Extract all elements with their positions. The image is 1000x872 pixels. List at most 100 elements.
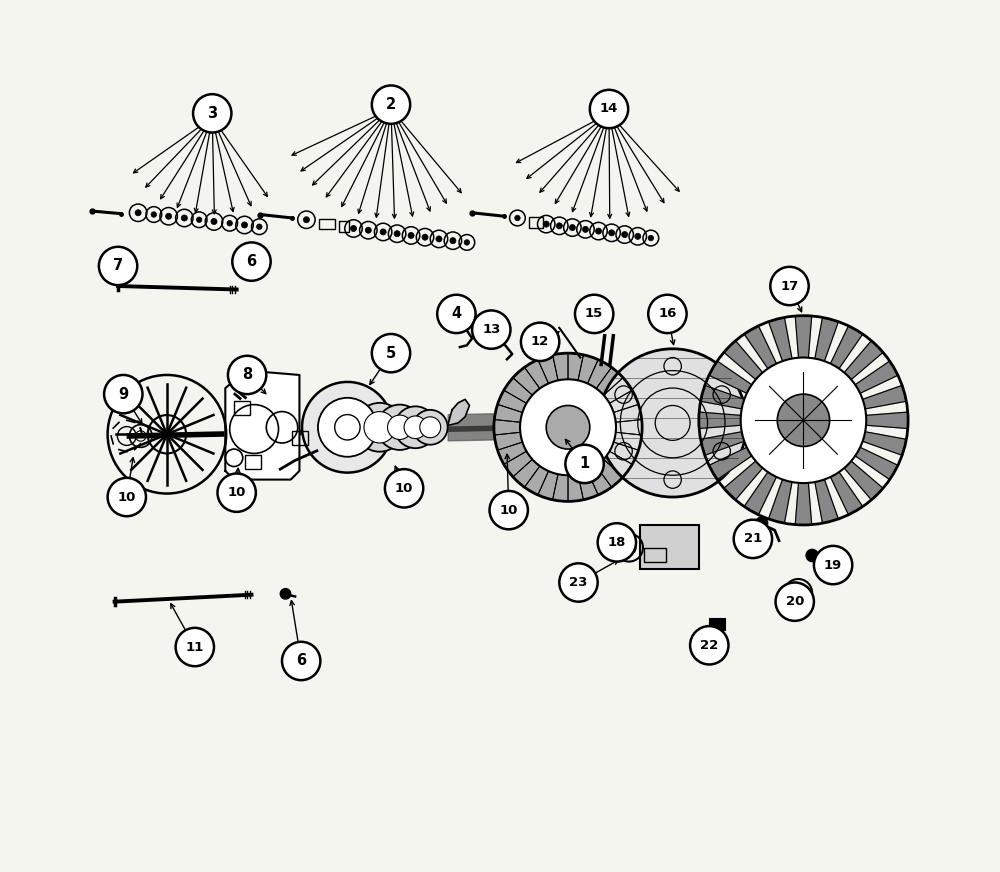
- Text: 9: 9: [118, 386, 128, 402]
- Circle shape: [196, 217, 202, 222]
- Polygon shape: [494, 405, 522, 422]
- Text: 5: 5: [386, 345, 396, 361]
- Circle shape: [590, 90, 628, 128]
- Polygon shape: [578, 355, 598, 384]
- Polygon shape: [863, 385, 906, 409]
- Circle shape: [394, 406, 436, 448]
- Circle shape: [569, 224, 575, 230]
- Circle shape: [303, 216, 309, 223]
- Circle shape: [151, 212, 157, 217]
- Polygon shape: [866, 412, 908, 428]
- Text: 4: 4: [451, 306, 461, 322]
- Polygon shape: [513, 460, 540, 487]
- Circle shape: [814, 546, 852, 584]
- Circle shape: [249, 259, 259, 269]
- Circle shape: [598, 523, 636, 562]
- Circle shape: [635, 233, 641, 239]
- Polygon shape: [568, 474, 583, 501]
- Circle shape: [228, 356, 266, 394]
- Text: 16: 16: [658, 308, 677, 320]
- Circle shape: [217, 473, 256, 512]
- Circle shape: [193, 94, 231, 133]
- Polygon shape: [604, 378, 632, 403]
- Circle shape: [521, 323, 559, 361]
- Text: 8: 8: [242, 367, 252, 383]
- Circle shape: [257, 224, 262, 229]
- Circle shape: [582, 226, 589, 232]
- Text: 3: 3: [207, 106, 217, 121]
- Circle shape: [135, 209, 141, 216]
- Text: 14: 14: [600, 103, 618, 115]
- Polygon shape: [524, 466, 549, 495]
- Text: 10: 10: [500, 504, 518, 516]
- Polygon shape: [588, 466, 612, 495]
- Polygon shape: [614, 405, 642, 422]
- Polygon shape: [578, 471, 598, 500]
- Polygon shape: [844, 341, 883, 379]
- Text: 2: 2: [386, 97, 396, 112]
- Polygon shape: [795, 483, 812, 525]
- Circle shape: [543, 221, 549, 228]
- Circle shape: [413, 410, 448, 445]
- Circle shape: [372, 334, 410, 372]
- Polygon shape: [604, 452, 632, 477]
- Circle shape: [385, 469, 423, 508]
- Circle shape: [377, 405, 422, 450]
- Text: 6: 6: [296, 653, 306, 669]
- Polygon shape: [769, 480, 792, 523]
- Polygon shape: [744, 472, 776, 514]
- Circle shape: [546, 405, 590, 449]
- Circle shape: [450, 237, 456, 243]
- Polygon shape: [701, 385, 744, 409]
- Polygon shape: [513, 367, 540, 395]
- Polygon shape: [610, 391, 639, 412]
- Text: 23: 23: [569, 576, 588, 589]
- Polygon shape: [855, 447, 898, 480]
- Polygon shape: [699, 412, 741, 428]
- Polygon shape: [588, 359, 612, 389]
- FancyBboxPatch shape: [709, 618, 725, 630]
- Circle shape: [318, 398, 377, 457]
- Polygon shape: [769, 317, 792, 361]
- Polygon shape: [553, 353, 568, 380]
- Polygon shape: [815, 317, 838, 361]
- Circle shape: [777, 394, 830, 446]
- Circle shape: [420, 417, 441, 438]
- Polygon shape: [448, 399, 469, 426]
- Polygon shape: [724, 461, 763, 500]
- Polygon shape: [498, 391, 526, 412]
- Text: 10: 10: [395, 482, 413, 494]
- Text: 7: 7: [113, 258, 123, 274]
- Text: 18: 18: [608, 536, 626, 548]
- Text: 21: 21: [744, 533, 762, 545]
- Polygon shape: [596, 460, 623, 487]
- Circle shape: [622, 232, 628, 238]
- Circle shape: [755, 517, 768, 529]
- Text: 13: 13: [482, 324, 500, 336]
- Circle shape: [181, 215, 187, 221]
- Circle shape: [388, 415, 412, 439]
- Text: 12: 12: [531, 336, 549, 348]
- Polygon shape: [614, 433, 642, 450]
- Text: 20: 20: [786, 596, 804, 608]
- Text: 19: 19: [824, 559, 842, 571]
- Circle shape: [280, 589, 291, 599]
- Circle shape: [609, 230, 615, 236]
- Circle shape: [364, 412, 395, 443]
- Circle shape: [404, 416, 427, 439]
- Circle shape: [99, 247, 137, 285]
- Circle shape: [464, 240, 470, 245]
- Polygon shape: [610, 442, 639, 464]
- Polygon shape: [701, 432, 744, 455]
- Circle shape: [776, 582, 814, 621]
- Text: 6: 6: [246, 254, 257, 269]
- Circle shape: [227, 221, 232, 226]
- Polygon shape: [616, 419, 642, 435]
- Circle shape: [575, 295, 613, 333]
- Circle shape: [556, 223, 562, 229]
- Text: 10: 10: [227, 487, 246, 499]
- Text: 11: 11: [186, 641, 204, 653]
- Circle shape: [232, 242, 271, 281]
- Circle shape: [436, 235, 442, 242]
- Circle shape: [599, 349, 747, 497]
